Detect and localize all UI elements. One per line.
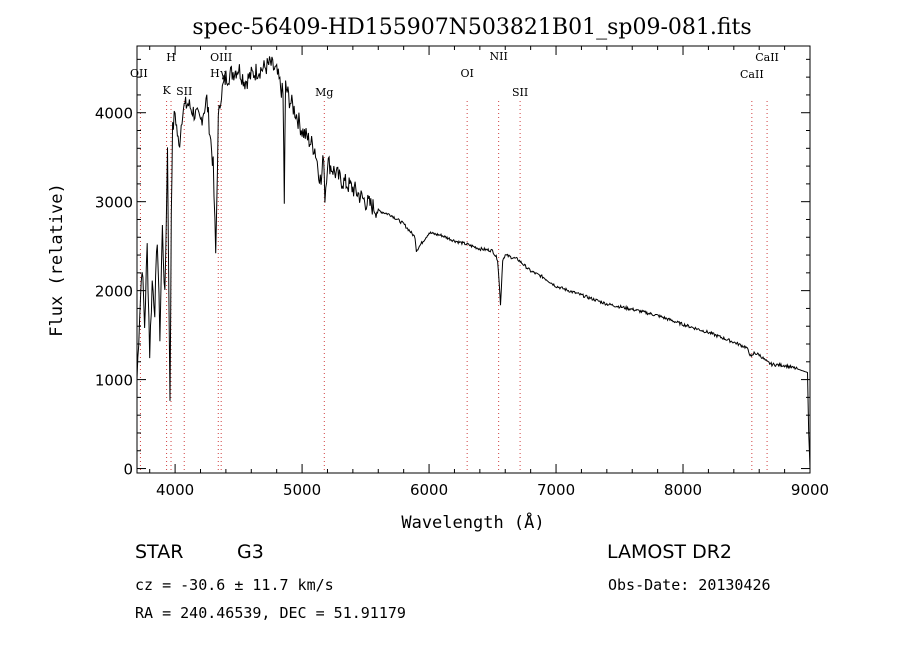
spectral-line-label: K	[162, 84, 171, 97]
spectral-line-label: CaII	[755, 51, 779, 64]
spectral-line-label: OIII	[210, 51, 232, 64]
spectral-line-label: CaII	[740, 68, 764, 81]
spectral-line-label: H	[166, 51, 176, 64]
spectral-line-label: SII	[512, 86, 528, 99]
object-class: STAR	[135, 541, 183, 563]
x-tick-label: 8000	[664, 481, 702, 499]
y-tick-label: 0	[123, 461, 133, 479]
x-tick-label: 4000	[156, 481, 194, 499]
y-tick-label: 4000	[95, 105, 133, 123]
spectral-line-label: SII	[176, 85, 192, 98]
spectral-line-label: Hγ	[210, 67, 227, 80]
spectrum-line	[136, 56, 811, 469]
plot-frame	[136, 45, 811, 474]
chart-title: spec-56409-HD155907N503821B01_sp09-081.f…	[192, 15, 751, 40]
spectral-line-label: OI	[460, 67, 473, 80]
y-axis-label: Flux (relative)	[47, 183, 67, 337]
x-tick-label: 6000	[410, 481, 448, 499]
y-axis-ticks: 0 1000 2000 3000 4000	[95, 58, 810, 479]
x-axis-ticks: 4000 5000 6000 7000 8000 9000	[149, 46, 829, 499]
y-tick-label: 3000	[95, 194, 133, 212]
spectral-line-label: NII	[489, 50, 507, 63]
redshift-info: cz = -30.6 ± 11.7 km/s	[135, 576, 334, 594]
object-subclass: G3	[237, 541, 264, 563]
x-tick-label: 5000	[283, 481, 321, 499]
observation-date: Obs-Date: 20130426	[608, 576, 771, 594]
spectral-line-label: OII	[130, 67, 148, 80]
x-tick-label: 9000	[791, 481, 829, 499]
x-tick-label: 7000	[537, 481, 575, 499]
y-tick-label: 1000	[95, 372, 133, 390]
coordinates: RA = 240.46539, DEC = 51.91179	[135, 604, 406, 622]
x-axis-label: Wavelength (Å)	[401, 511, 544, 533]
spectral-line-labels: OII H K SII OIII Hγ Mg OI NII SII CaII CaII	[130, 50, 779, 99]
footer-info: STAR G3 LAMOST DR2 cz = -30.6 ± 11.7 km/…	[135, 541, 771, 622]
y-tick-label: 2000	[95, 283, 133, 301]
spectral-line-markers	[139, 101, 768, 473]
survey-name: LAMOST DR2	[607, 541, 732, 563]
spectral-line-label: Mg	[315, 86, 333, 99]
